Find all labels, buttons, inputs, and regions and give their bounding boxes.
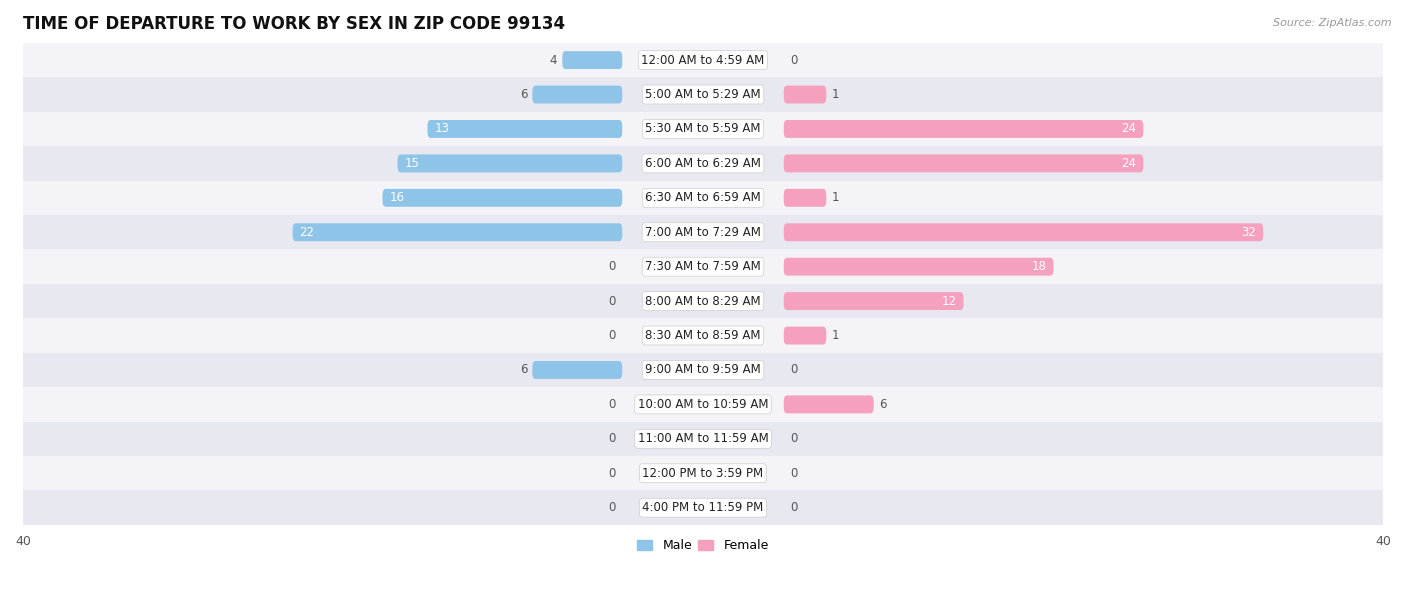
FancyBboxPatch shape — [783, 258, 1053, 276]
Text: 6: 6 — [520, 88, 527, 101]
Bar — [22, 43, 1384, 77]
Bar — [22, 422, 1384, 456]
Bar — [22, 318, 1384, 353]
Text: 6:00 AM to 6:29 AM: 6:00 AM to 6:29 AM — [645, 157, 761, 170]
Text: 0: 0 — [607, 260, 616, 273]
Text: 0: 0 — [790, 501, 799, 514]
Bar — [22, 387, 1384, 422]
Text: 0: 0 — [790, 53, 799, 67]
Bar — [22, 146, 1384, 181]
FancyBboxPatch shape — [398, 154, 623, 172]
Bar — [22, 77, 1384, 112]
Text: 11:00 AM to 11:59 AM: 11:00 AM to 11:59 AM — [638, 432, 768, 446]
Text: 4:00 PM to 11:59 PM: 4:00 PM to 11:59 PM — [643, 501, 763, 514]
Text: 24: 24 — [1122, 157, 1136, 170]
Text: 7:30 AM to 7:59 AM: 7:30 AM to 7:59 AM — [645, 260, 761, 273]
Text: 0: 0 — [790, 432, 799, 446]
Text: 0: 0 — [607, 329, 616, 342]
Text: 32: 32 — [1241, 226, 1257, 239]
FancyBboxPatch shape — [292, 223, 623, 241]
Text: 10:00 AM to 10:59 AM: 10:00 AM to 10:59 AM — [638, 398, 768, 411]
Bar — [22, 491, 1384, 525]
Text: 0: 0 — [607, 295, 616, 308]
Text: 5:00 AM to 5:29 AM: 5:00 AM to 5:29 AM — [645, 88, 761, 101]
Bar — [22, 249, 1384, 284]
FancyBboxPatch shape — [783, 292, 963, 310]
Bar — [22, 181, 1384, 215]
Text: 18: 18 — [1032, 260, 1046, 273]
Text: 1: 1 — [831, 88, 839, 101]
FancyBboxPatch shape — [783, 396, 873, 413]
Text: 0: 0 — [607, 432, 616, 446]
Text: 15: 15 — [405, 157, 419, 170]
Text: 0: 0 — [790, 364, 799, 377]
FancyBboxPatch shape — [562, 51, 623, 69]
FancyBboxPatch shape — [783, 189, 827, 207]
Text: 22: 22 — [299, 226, 315, 239]
Text: TIME OF DEPARTURE TO WORK BY SEX IN ZIP CODE 99134: TIME OF DEPARTURE TO WORK BY SEX IN ZIP … — [22, 15, 565, 33]
Text: 6:30 AM to 6:59 AM: 6:30 AM to 6:59 AM — [645, 191, 761, 204]
Bar — [22, 215, 1384, 249]
Text: 8:00 AM to 8:29 AM: 8:00 AM to 8:29 AM — [645, 295, 761, 308]
FancyBboxPatch shape — [533, 361, 623, 379]
Text: 12:00 PM to 3:59 PM: 12:00 PM to 3:59 PM — [643, 467, 763, 480]
Text: 0: 0 — [607, 467, 616, 480]
Text: 13: 13 — [434, 122, 449, 135]
FancyBboxPatch shape — [427, 120, 623, 138]
Bar — [22, 353, 1384, 387]
Text: Source: ZipAtlas.com: Source: ZipAtlas.com — [1274, 18, 1392, 28]
Text: 16: 16 — [389, 191, 405, 204]
Text: 6: 6 — [879, 398, 886, 411]
FancyBboxPatch shape — [783, 86, 827, 103]
Text: 0: 0 — [607, 398, 616, 411]
Text: 0: 0 — [790, 467, 799, 480]
FancyBboxPatch shape — [783, 120, 1143, 138]
Legend: Male, Female: Male, Female — [633, 534, 773, 557]
Text: 24: 24 — [1122, 122, 1136, 135]
Text: 9:00 AM to 9:59 AM: 9:00 AM to 9:59 AM — [645, 364, 761, 377]
Text: 12: 12 — [942, 295, 956, 308]
Text: 1: 1 — [831, 329, 839, 342]
Text: 12:00 AM to 4:59 AM: 12:00 AM to 4:59 AM — [641, 53, 765, 67]
Text: 1: 1 — [831, 191, 839, 204]
FancyBboxPatch shape — [783, 223, 1263, 241]
Text: 5:30 AM to 5:59 AM: 5:30 AM to 5:59 AM — [645, 122, 761, 135]
Bar — [22, 112, 1384, 146]
Text: 8:30 AM to 8:59 AM: 8:30 AM to 8:59 AM — [645, 329, 761, 342]
FancyBboxPatch shape — [382, 189, 623, 207]
Text: 4: 4 — [550, 53, 557, 67]
Bar — [22, 284, 1384, 318]
Bar — [22, 456, 1384, 491]
Text: 0: 0 — [607, 501, 616, 514]
FancyBboxPatch shape — [533, 86, 623, 103]
Text: 6: 6 — [520, 364, 527, 377]
FancyBboxPatch shape — [783, 154, 1143, 172]
FancyBboxPatch shape — [783, 327, 827, 345]
Text: 7:00 AM to 7:29 AM: 7:00 AM to 7:29 AM — [645, 226, 761, 239]
